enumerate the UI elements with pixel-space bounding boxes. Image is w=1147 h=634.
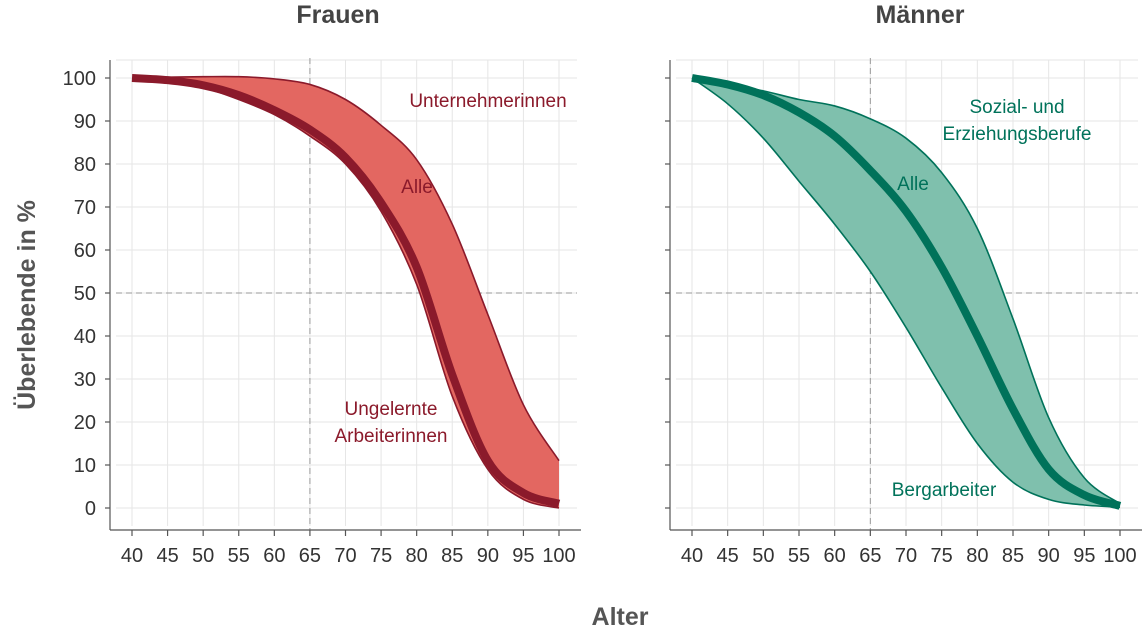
series-annotation: Unternehmerinnen [409,91,566,112]
x-tick-label: 50 [192,545,214,567]
series-annotation-line: Ungelernte [345,399,438,420]
series-annotation: Bergarbeiter [892,480,997,501]
series-annotation: Alle [401,177,433,198]
x-tick-label: 70 [895,545,917,567]
y-tick-label: 30 [74,369,96,391]
x-tick-label: 40 [681,545,703,567]
y-tick-label: 60 [74,240,96,262]
y-axis-title: Überlebende in % [12,200,41,410]
y-tick-label: 20 [74,412,96,434]
series-annotation: Ungelernte Arbeiterinnen [334,399,447,447]
panel-title: Frauen [296,1,379,29]
x-tick-label: 80 [406,545,428,567]
band-area [692,78,1120,508]
x-tick-label: 60 [824,545,846,567]
y-tick-label: 0 [85,498,96,520]
series-line-alle [691,74,1122,510]
series-annotation-line: Erziehungsberufe [943,124,1092,145]
x-tick-label: 45 [717,545,739,567]
x-tick-label: 100 [542,545,575,567]
x-tick-label: 90 [477,545,499,567]
series-annotation: Alle [897,174,929,195]
x-tick-label: 65 [859,545,881,567]
y-tick-label: 90 [74,111,96,133]
x-tick-label: 95 [512,545,534,567]
y-tick-label: 50 [74,283,96,305]
y-tick-label: 80 [74,154,96,176]
x-tick-label: 60 [263,545,285,567]
x-tick-label: 65 [299,545,321,567]
series-annotation-line: Arbeiterinnen [334,426,447,447]
x-tick-label: 80 [966,545,988,567]
series-annotation: Sozial- und Erziehungsberufe [943,97,1092,145]
series-line-alle [131,74,561,508]
panel-title: Männer [876,1,965,29]
y-tick-label: 70 [74,197,96,219]
panel-frauen: Frauen 0 10 20 30 40 50 60 70 80 90 100 40 45 50 55 60 65… [63,1,581,567]
y-tick-label: 10 [74,455,96,477]
y-tick-label: 40 [74,326,96,348]
x-tick-label: 50 [752,545,774,567]
panel-maenner: Männer 40 45 50 55 60 65 70 75 80 85 90 95 100 Sozial-… [665,1,1142,567]
x-tick-label: 75 [370,545,392,567]
x-tick-label: 85 [441,545,463,567]
series-line-lower [691,77,1121,508]
x-tick-label: 70 [334,545,356,567]
series-annotation-line: Sozial- und [969,97,1064,118]
x-tick-label: 55 [228,545,250,567]
y-tick-label: 100 [63,68,96,90]
x-tick-label: 55 [788,545,810,567]
x-tick-label: 90 [1038,545,1060,567]
series-line-upper [691,77,1121,505]
x-tick-label: 85 [1002,545,1024,567]
x-tick-label: 75 [931,545,953,567]
x-tick-label: 40 [121,545,143,567]
x-tick-label: 95 [1073,545,1095,567]
x-tick-label: 100 [1103,545,1136,567]
x-axis-title: Alter [592,603,649,631]
x-tick-label: 45 [156,545,178,567]
series-line-upper [131,75,560,462]
